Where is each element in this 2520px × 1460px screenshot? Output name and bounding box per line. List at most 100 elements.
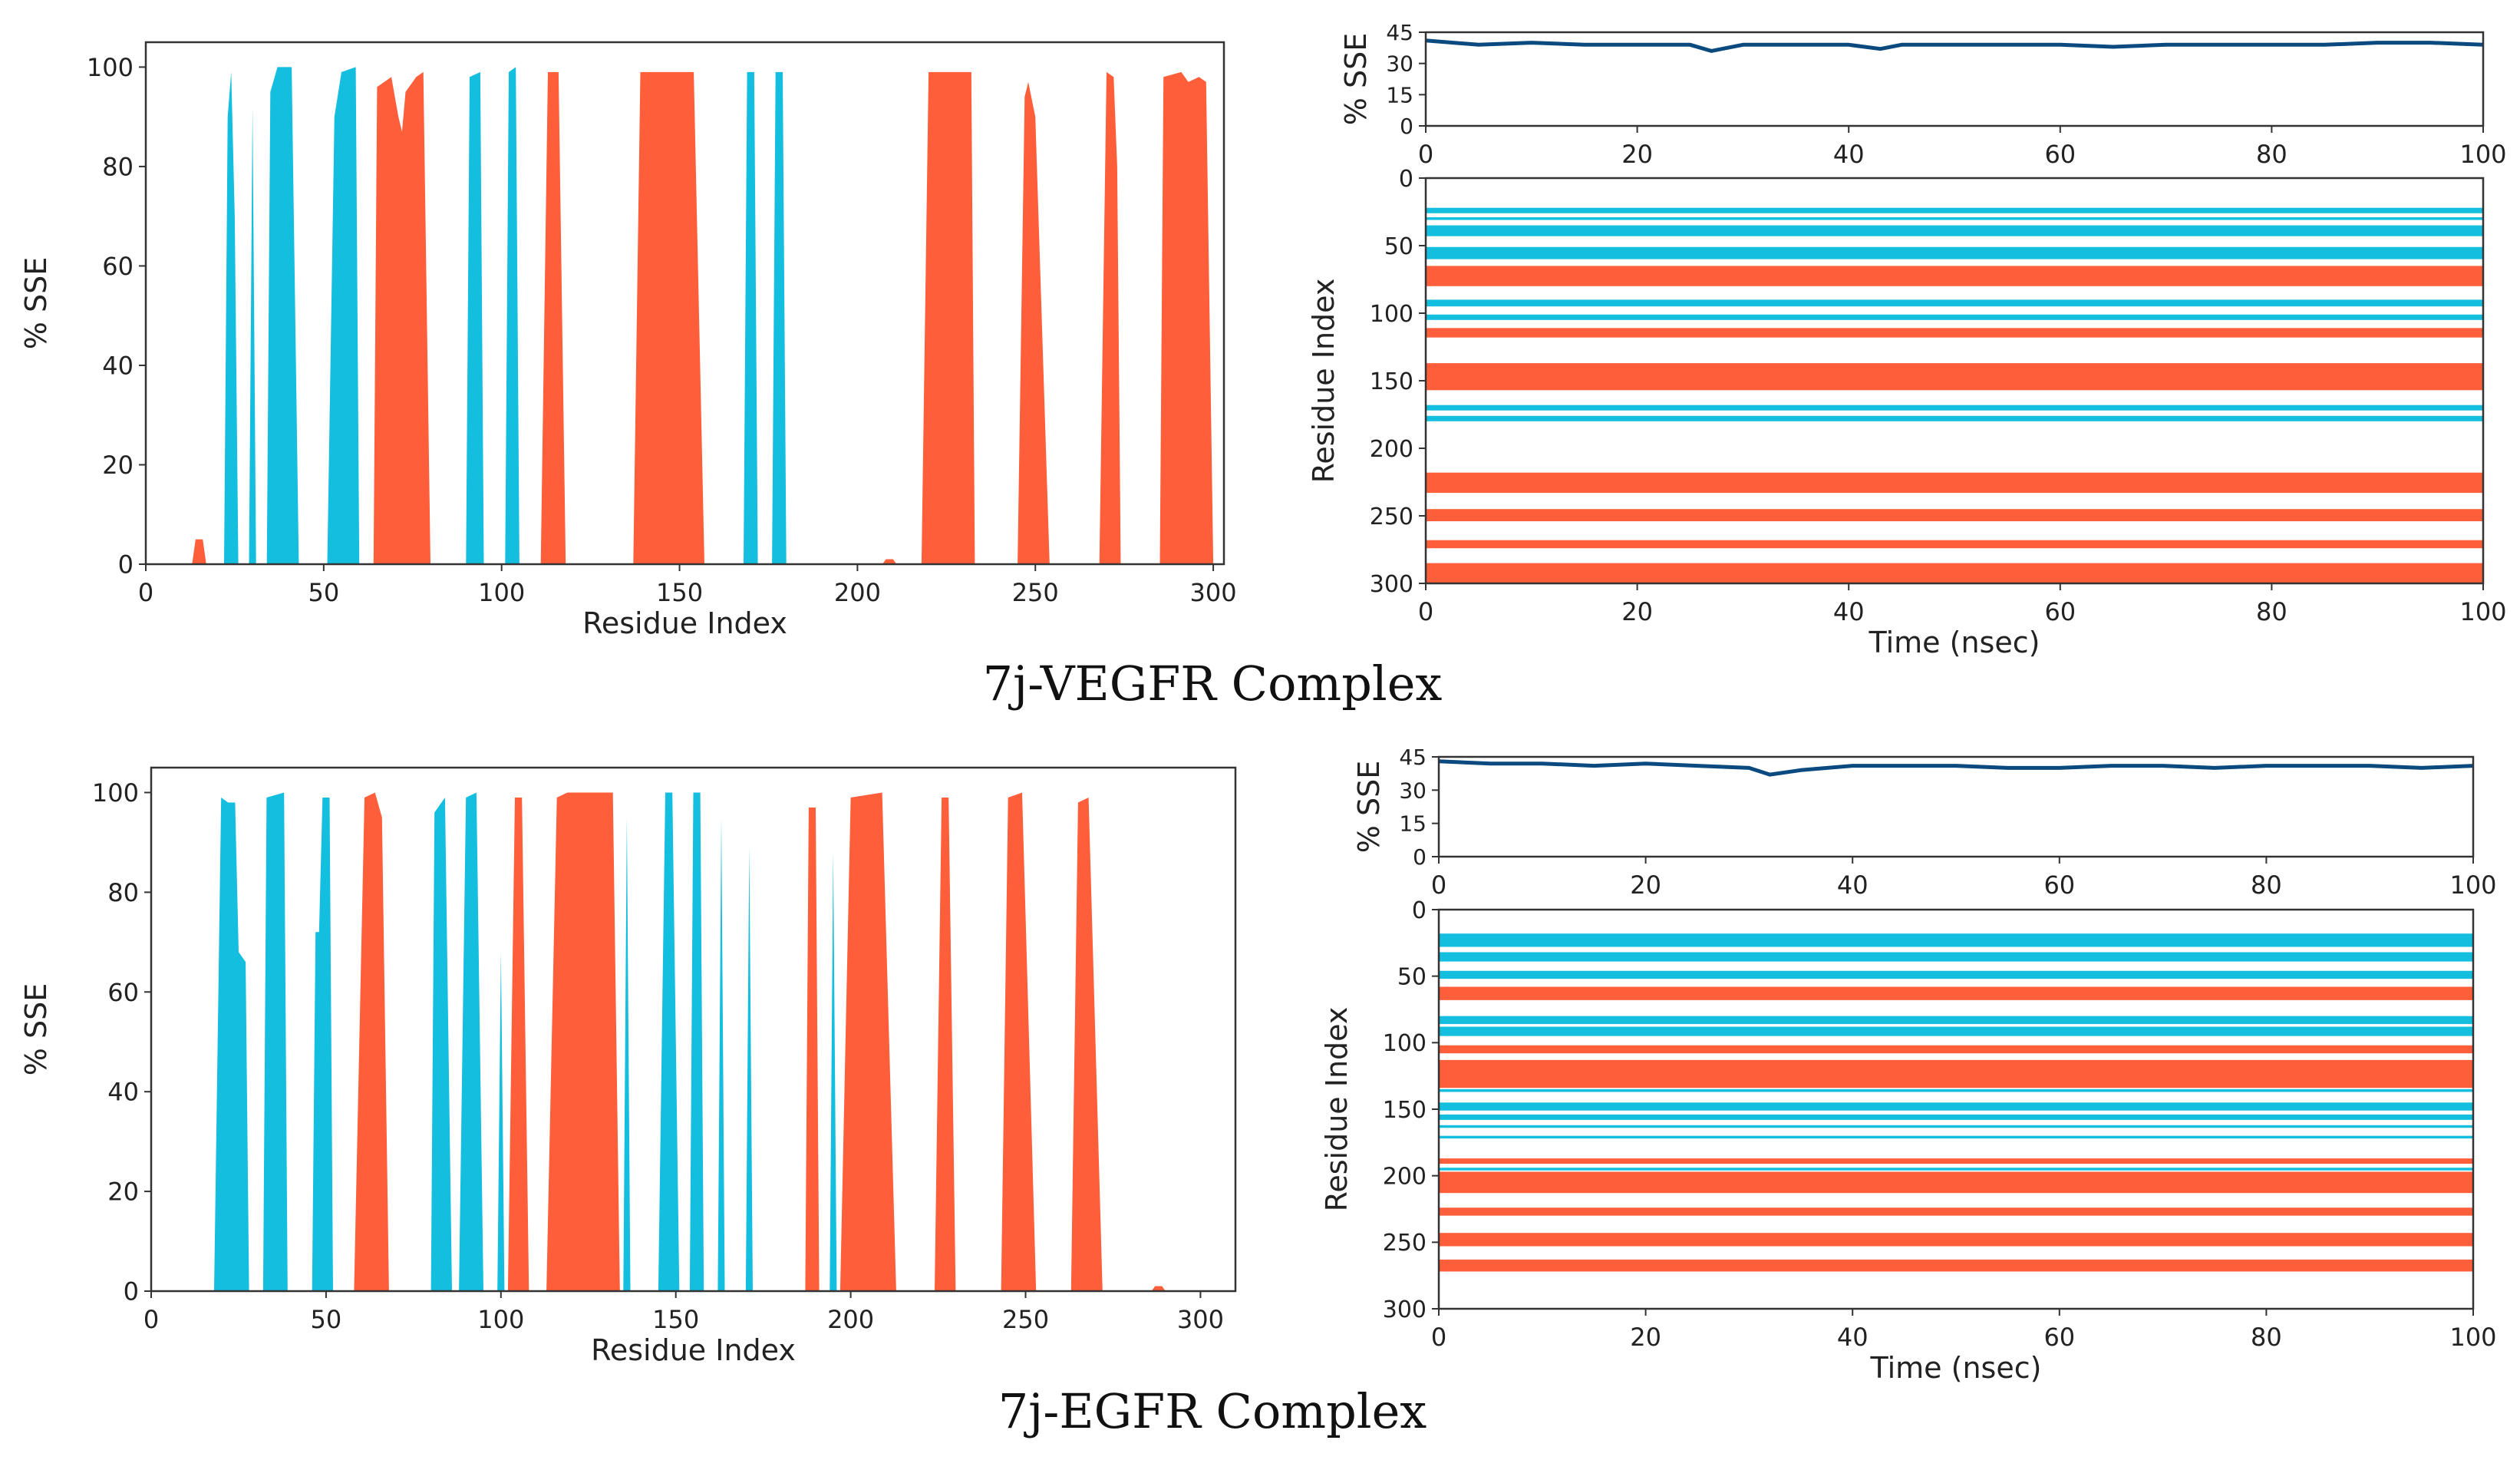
strand-area: [466, 71, 484, 564]
helix-area: [921, 71, 975, 564]
residue-timeline-ytick-label: 0: [1399, 166, 1413, 193]
sse-over-time-frame: [1424, 31, 2485, 127]
sse-over-time-xtick-label: 60: [2043, 870, 2075, 900]
strand-area: [745, 847, 753, 1291]
sse-by-residue-xtick-label: 0: [143, 1305, 159, 1334]
residue-timeline-xtick-label: 60: [2043, 1323, 2075, 1352]
sse-by-residue-xtick-label: 150: [656, 578, 703, 607]
sse-by-residue-frame: [150, 766, 1237, 1293]
helix-area: [546, 792, 620, 1291]
strand-area: [430, 798, 452, 1291]
residue-timeline-ytick-label: 100: [1383, 1030, 1427, 1057]
helix-band: [1426, 563, 2483, 583]
strand-band: [1439, 970, 2473, 979]
strand-band: [1439, 933, 2473, 947]
residue-timeline-xtick-label: 0: [1418, 597, 1433, 626]
strand-area: [327, 67, 360, 564]
residue-timeline-ytick-label: 50: [1397, 963, 1427, 990]
strand-band: [1426, 246, 2483, 259]
strand-area: [772, 71, 787, 564]
sse-over-time-ytick-label: 45: [1386, 20, 1413, 45]
sse-by-residue-xtick-label: 200: [834, 578, 881, 607]
sse-over-time-ytick-label: 45: [1399, 745, 1427, 770]
sse-by-residue-ytick-label: 60: [107, 978, 139, 1007]
strand-area: [658, 792, 680, 1291]
strand-band: [1439, 1016, 2473, 1025]
sse-by-residue-ytick-label: 100: [87, 53, 134, 82]
strand-area: [689, 792, 704, 1291]
strand-area: [262, 792, 288, 1291]
strand-band: [1439, 1102, 2473, 1111]
caption-vegfr: 7j-VEGFR Complex: [983, 656, 1443, 712]
strand-band: [1426, 405, 2483, 411]
helix-band: [1439, 1171, 2473, 1194]
helix-area: [935, 798, 956, 1291]
sse-by-residue-chart: 0 50 100 150 200 250 300 Residue Index 0 20 40 60 80…: [19, 766, 1237, 1367]
residue-timeline-xtick-label: 80: [2256, 597, 2287, 626]
helix-band: [1439, 1259, 2473, 1272]
sse-over-time-ylabel: % SSE: [1339, 33, 1373, 125]
sse-over-time-frame: [1437, 755, 2475, 858]
residue-timeline-ytick-label: 150: [1383, 1097, 1427, 1124]
residue-timeline-xtick-label: 40: [1837, 1323, 1869, 1352]
strand-band: [1426, 217, 2483, 220]
helix-band: [1426, 540, 2483, 549]
sse-over-time-ytick-label: 15: [1386, 82, 1413, 107]
sse-over-time-xtick-label: 20: [1621, 140, 1653, 169]
sse-over-time-xtick-label: 80: [2256, 140, 2287, 169]
helix-band: [1439, 1158, 2473, 1164]
helix-band: [1426, 472, 2483, 494]
sse-over-time-xtick-label: 100: [2449, 870, 2496, 900]
residue-timeline-xtick-label: 20: [1630, 1323, 1661, 1352]
strand-band: [1439, 1125, 2473, 1128]
total-sse-line: [1425, 38, 2484, 53]
helix-area: [882, 559, 897, 564]
sse-over-time-xtick-label: 0: [1431, 870, 1446, 900]
residue-timeline-ylabel: Residue Index: [1320, 1007, 1354, 1212]
sse-by-residue-ytick-label: 20: [107, 1178, 139, 1207]
strand-band: [1439, 952, 2473, 962]
sse-by-residue-ytick-label: 20: [102, 451, 134, 480]
sse-by-residue-xtick-label: 200: [827, 1305, 874, 1334]
helix-band: [1439, 1233, 2473, 1247]
strand-area: [312, 798, 333, 1291]
sse-by-residue-ytick-label: 80: [102, 152, 134, 181]
strand-band: [1426, 299, 2483, 307]
sse-by-residue-xtick-label: 250: [1012, 578, 1059, 607]
residue-timeline-ytick-label: 300: [1383, 1296, 1427, 1323]
helix-band: [1426, 266, 2483, 286]
total-sse-line: [1438, 759, 2474, 777]
helix-area: [1018, 81, 1050, 565]
helix-area: [1151, 1286, 1166, 1291]
sse-over-time-xtick-label: 0: [1418, 140, 1433, 169]
sse-by-residue-ytick-label: 0: [118, 550, 134, 580]
residue-timeline-ytick-label: 200: [1383, 1163, 1427, 1190]
sse-over-time-ytick-label: 30: [1399, 778, 1427, 803]
sse-by-residue-xtick-label: 300: [1177, 1305, 1224, 1334]
sse-over-time-xtick-label: 40: [1833, 140, 1865, 169]
sse-over-time-xtick-label: 100: [2459, 140, 2506, 169]
strand-area: [744, 71, 758, 564]
residue-timeline-xtick-label: 0: [1431, 1323, 1446, 1352]
strand-band: [1439, 1089, 2473, 1092]
strand-band: [1439, 1168, 2473, 1171]
helix-area: [373, 71, 430, 564]
helix-area: [354, 792, 389, 1291]
sse-by-residue-frame: [144, 41, 1225, 566]
residue-timeline-chart: 0 20 40 60 80 100 Time (nsec) 0 50 100 150 200 250 30…: [1320, 897, 2497, 1385]
helix-area: [1001, 792, 1037, 1291]
residue-timeline-xtick-label: 40: [1833, 597, 1865, 626]
residue-timeline-ytick-label: 200: [1370, 436, 1413, 463]
strand-area: [497, 952, 505, 1291]
residue-timeline-xtick-label: 20: [1621, 597, 1653, 626]
sse-by-residue-ytick-label: 40: [102, 351, 134, 380]
residue-timeline-ytick-label: 300: [1370, 571, 1413, 598]
sse-over-time-ytick-label: 0: [1400, 114, 1413, 139]
helix-area: [1070, 798, 1103, 1291]
residue-timeline-xlabel: Time (nsec): [1869, 626, 2040, 659]
caption-egfr: 7j-EGFR Complex: [998, 1383, 1427, 1439]
strand-area: [830, 852, 837, 1291]
residue-timeline-xtick-label: 100: [2449, 1323, 2496, 1352]
sse-by-residue-xtick-label: 50: [311, 1305, 342, 1334]
